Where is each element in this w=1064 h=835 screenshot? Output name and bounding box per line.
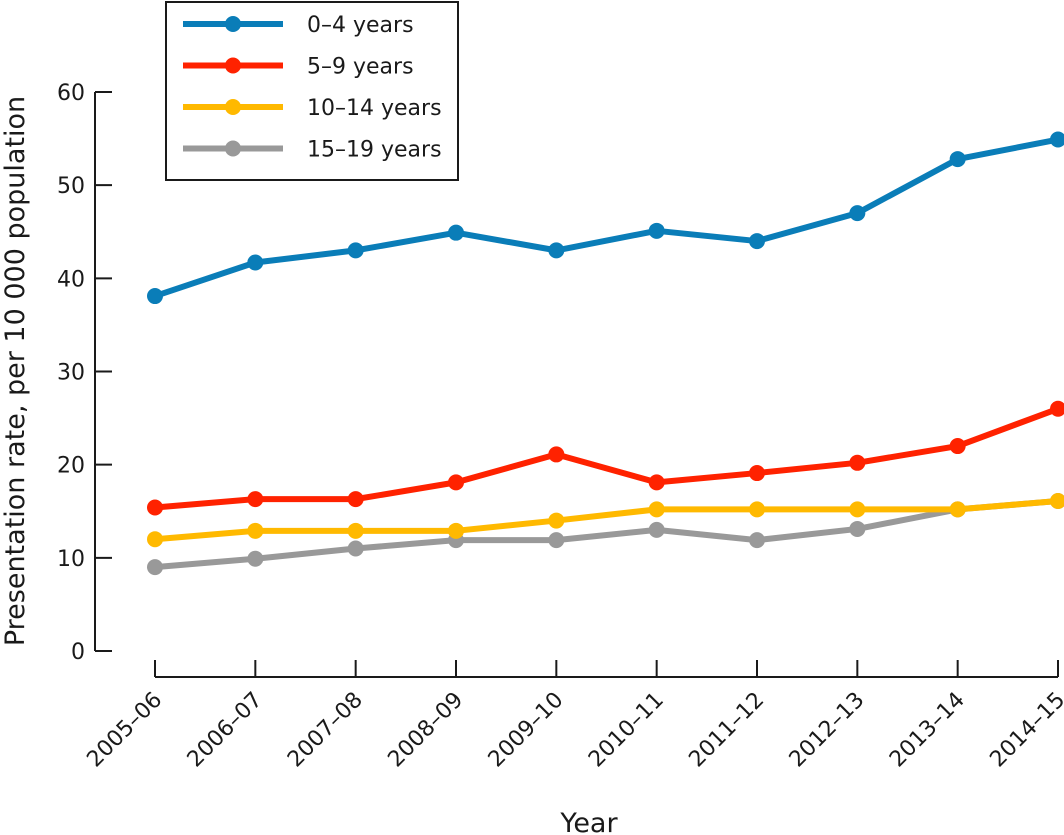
legend-label: 5–9 years — [307, 55, 414, 80]
y-tick-label: 50 — [57, 174, 85, 199]
y-tick-label: 20 — [57, 454, 85, 479]
data-point — [448, 522, 464, 539]
legend-swatch-marker — [225, 57, 241, 74]
data-point — [548, 512, 565, 529]
x-axis: 2005–06 2006–07 2007–08 2008–09 2009–10 2010–… — [82, 660, 1064, 772]
x-tick-label: 2005–06 — [82, 688, 167, 773]
series-5-9-years — [147, 400, 1064, 516]
legend-swatch-marker — [225, 140, 241, 157]
data-point — [648, 474, 665, 491]
data-point — [247, 491, 264, 508]
data-point — [347, 242, 364, 259]
data-point — [548, 242, 565, 259]
data-point — [147, 531, 163, 548]
data-point — [347, 491, 364, 508]
y-tick-label: 10 — [57, 547, 85, 572]
legend-item: 15–19 years — [183, 138, 442, 163]
x-tick-label: 2009–10 — [484, 688, 569, 773]
data-point — [648, 501, 665, 518]
data-point — [147, 499, 163, 516]
data-point — [448, 224, 464, 241]
legend-item: 0–4 years — [183, 13, 414, 38]
data-point — [849, 205, 866, 222]
y-tick-label: 40 — [57, 267, 85, 292]
series-layer — [147, 131, 1064, 576]
legend-item: 10–14 years — [183, 96, 442, 121]
data-point — [1050, 493, 1064, 509]
y-axis-title: Presentation rate, per 10 000 population — [0, 96, 31, 646]
series-0-4-years — [147, 131, 1064, 305]
data-point — [1050, 131, 1064, 148]
data-point — [949, 438, 966, 455]
data-point — [849, 501, 866, 518]
legend-label: 10–14 years — [307, 96, 442, 121]
data-point — [1050, 400, 1064, 417]
data-point — [849, 454, 866, 471]
data-point — [749, 501, 765, 518]
data-point — [448, 474, 464, 491]
series-line — [154, 498, 1059, 571]
data-point — [247, 254, 264, 271]
x-tick-label: 2012–13 — [785, 688, 870, 773]
series-10-14-years — [147, 493, 1064, 548]
data-point — [648, 521, 665, 538]
series-line — [154, 136, 1059, 299]
x-tick-label: 2008–09 — [383, 688, 468, 773]
data-point — [548, 532, 565, 549]
data-point — [949, 151, 966, 168]
legend-label: 15–19 years — [307, 138, 442, 163]
legend-swatch-marker — [225, 16, 241, 32]
x-tick-label: 2010–11 — [584, 688, 669, 773]
data-point — [749, 532, 765, 549]
data-point — [949, 501, 966, 518]
x-tick-label: 2013–14 — [885, 688, 970, 773]
data-point — [347, 522, 364, 539]
y-axis: 0 10 20 30 40 50 60 — [57, 81, 112, 665]
data-point — [749, 233, 765, 250]
x-tick-label: 2007–08 — [283, 688, 368, 773]
legend-label: 0–4 years — [307, 13, 414, 38]
data-point — [247, 550, 264, 567]
x-tick-label: 2006–07 — [183, 688, 268, 773]
x-tick-label: 2014–15 — [985, 688, 1064, 773]
series-line — [154, 498, 1059, 543]
data-point — [548, 446, 565, 463]
legend-swatch-marker — [225, 99, 241, 115]
data-point — [648, 222, 665, 239]
x-axis-title: Year — [559, 808, 618, 835]
data-point — [749, 465, 765, 482]
series-15-19-years — [147, 493, 1064, 576]
data-point — [147, 559, 163, 576]
data-point — [347, 540, 364, 557]
series-line — [154, 405, 1060, 511]
data-point — [147, 288, 163, 305]
data-point — [849, 520, 866, 537]
legend-item: 5–9 years — [183, 55, 414, 80]
y-tick-label: 30 — [57, 361, 85, 386]
y-tick-label: 60 — [57, 81, 85, 106]
x-tick-label: 2011–12 — [684, 688, 769, 773]
data-point — [247, 522, 264, 539]
y-tick-label: 0 — [71, 640, 85, 665]
legend: 0–4 years 5–9 years 10–14 years 15–19 years — [165, 1, 459, 181]
